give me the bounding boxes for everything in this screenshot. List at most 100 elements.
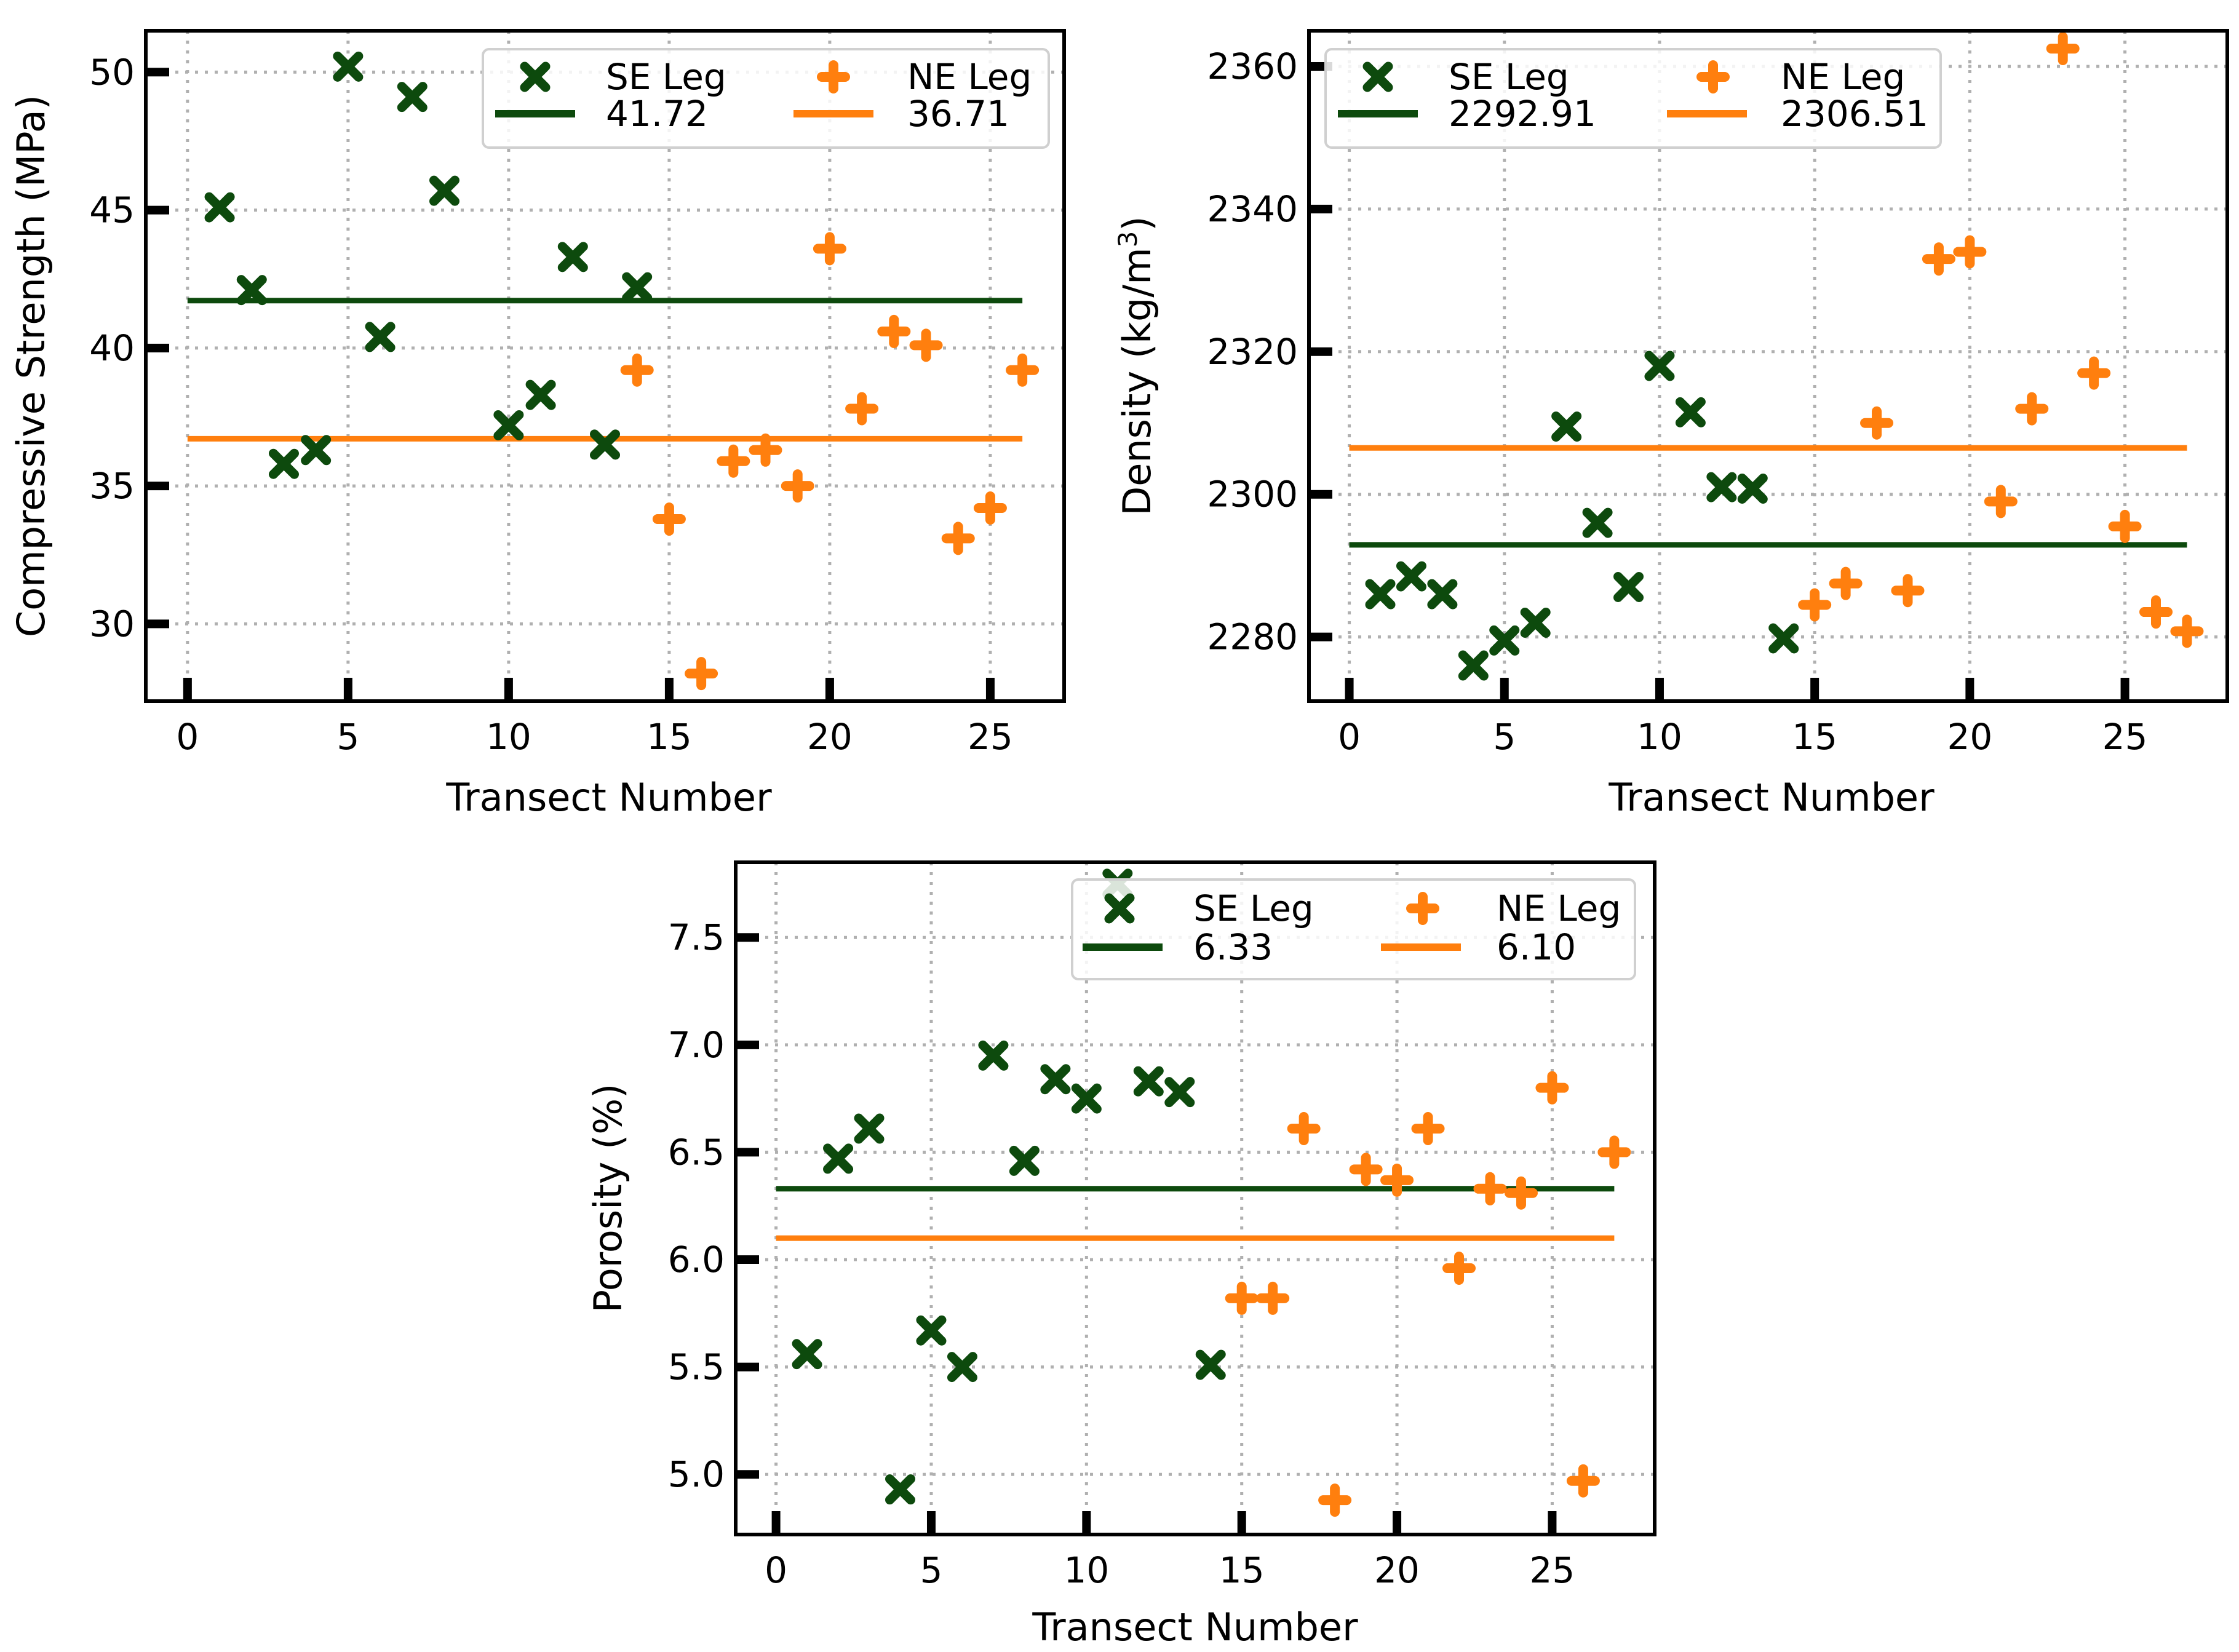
legend-se-label: SE Leg — [606, 56, 726, 98]
se-data-point — [429, 175, 459, 206]
se-data-point-stroke-b — [1133, 1066, 1164, 1097]
y-tick-label: 50 — [89, 51, 135, 93]
se-data-point-stroke-b — [1737, 473, 1768, 504]
se-data-point-stroke-b — [429, 175, 459, 206]
se-data-point-stroke-b — [1040, 1064, 1071, 1095]
se-data-point — [1427, 579, 1458, 610]
ne-data-point — [1984, 485, 2018, 518]
se-data-point-stroke-b — [1551, 411, 1582, 442]
ne-data-point — [2108, 509, 2142, 543]
se-data-point-stroke-b — [493, 410, 524, 440]
y-tick-label: 35 — [89, 465, 135, 507]
y-tick-label: 7.5 — [668, 916, 725, 958]
x-tick-label: 20 — [1374, 1549, 1420, 1591]
ne-data-point — [1318, 1483, 1352, 1517]
ne-legend-glyph — [817, 60, 850, 93]
se-data-point-stroke-b — [885, 1474, 916, 1505]
ne-data-point — [2170, 614, 2204, 648]
se-data-point — [590, 429, 620, 460]
ne-data-point — [1798, 588, 1832, 622]
y-axis-title: Compressive Strength (MPa) — [9, 95, 54, 637]
se-data-point — [622, 272, 653, 303]
ne-data-point — [1953, 235, 1987, 269]
ne-data-point — [845, 392, 879, 426]
ne-data-point — [717, 444, 750, 478]
se-data-point — [333, 51, 364, 82]
x-tick-label: 5 — [920, 1549, 943, 1591]
legend-box — [482, 48, 1050, 149]
y-tick-label: 5.5 — [668, 1346, 725, 1388]
x-axis-title: Transect Number — [445, 775, 772, 820]
y-tick-label: 2300 — [1207, 474, 1298, 515]
se-data-point — [854, 1113, 885, 1144]
x-tick-label: 25 — [1530, 1549, 1575, 1591]
legend-box — [1324, 48, 1942, 149]
ne-data-point — [1287, 1112, 1321, 1146]
x-axis-title: Transect Number — [1032, 1605, 1358, 1649]
ne-data-point — [1535, 1071, 1569, 1105]
se-data-point — [1706, 472, 1737, 502]
ne-data-point — [1442, 1251, 1476, 1285]
se-data-point-stroke-b — [1613, 571, 1644, 602]
mean-lines — [1349, 445, 2187, 548]
x-tick-label: 15 — [1219, 1549, 1265, 1591]
se-data-point-stroke-b — [1164, 1077, 1195, 1108]
se-data-point-stroke-b — [622, 272, 653, 303]
ne-data-point — [2077, 356, 2111, 390]
legend-se-label: SE Leg — [1193, 888, 1314, 929]
legend-ne-label: NE Leg — [1781, 56, 1905, 98]
se-data-point-stroke-b — [333, 51, 364, 82]
se-data-point — [1458, 650, 1489, 681]
legend: SE Leg 41.72 NE Leg 36.71 — [482, 48, 1050, 149]
plot-frame — [144, 29, 1066, 703]
grid — [146, 31, 1064, 701]
y-tick-label: 7.0 — [668, 1024, 725, 1066]
legend-se-mean-value: 41.72 — [606, 93, 708, 135]
ne-legend-glyph — [1406, 892, 1439, 925]
ne-data-point — [652, 502, 686, 536]
se-data-point — [301, 435, 332, 466]
plot-frame — [734, 860, 1656, 1536]
se-data-point — [397, 82, 428, 113]
se-data-point — [365, 322, 396, 352]
se-data-point-stroke-b — [204, 192, 235, 223]
se-data-point — [823, 1143, 854, 1174]
ne-data-point — [2015, 392, 2049, 426]
legend-ne-marker — [1406, 892, 1439, 925]
se-legend-glyph — [520, 62, 551, 92]
legend: SE Leg 2292.91 NE Leg 2306.51 — [1324, 48, 1942, 149]
x-tick-label: 0 — [1338, 716, 1361, 758]
se-data-point-stroke-b — [590, 429, 620, 460]
x-tick-label: 10 — [1064, 1549, 1109, 1591]
se-data-point-stroke-b — [1195, 1349, 1226, 1380]
plot-frame — [1307, 29, 2229, 703]
y-axis-title: Porosity (%) — [586, 1084, 630, 1313]
se-data-point-stroke-b — [1009, 1145, 1040, 1176]
se-legend-glyph — [1362, 62, 1393, 92]
legend-ne-marker — [817, 60, 850, 93]
data-points — [1365, 31, 2204, 681]
se-data-point-stroke-b — [947, 1352, 977, 1383]
ne-data-point — [1922, 242, 1955, 276]
se-data-point-stroke-b — [1520, 607, 1551, 638]
y-tick-label: 40 — [89, 327, 135, 369]
legend-se-mean-value: 2292.91 — [1449, 93, 1596, 135]
se-data-point-stroke-b — [557, 242, 588, 272]
se-data-point — [1040, 1064, 1071, 1095]
y-tick-label: 6.5 — [668, 1131, 725, 1173]
se-data-point-stroke-b — [1396, 561, 1426, 592]
se-data-point — [204, 192, 235, 223]
ne-data-point — [1566, 1464, 1600, 1498]
se-legend-glyph-stroke-b — [1362, 62, 1393, 92]
se-data-point — [1365, 579, 1396, 610]
se-data-point-stroke-b — [1071, 1083, 1102, 1114]
ne-data-point — [749, 433, 782, 467]
se-data-point-stroke-b — [1644, 351, 1675, 381]
se-legend-glyph — [1104, 893, 1135, 924]
ne-data-point — [1504, 1176, 1538, 1210]
se-data-point — [885, 1474, 916, 1505]
x-tick-label: 25 — [2102, 716, 2148, 758]
axis-ticks: 0 5 10 15 20 25 5.0 5.5 6.0 6.5 7.0 7.5 — [668, 916, 1575, 1591]
se-data-point-stroke-b — [1582, 507, 1613, 538]
ne-data-point — [1860, 406, 1894, 440]
